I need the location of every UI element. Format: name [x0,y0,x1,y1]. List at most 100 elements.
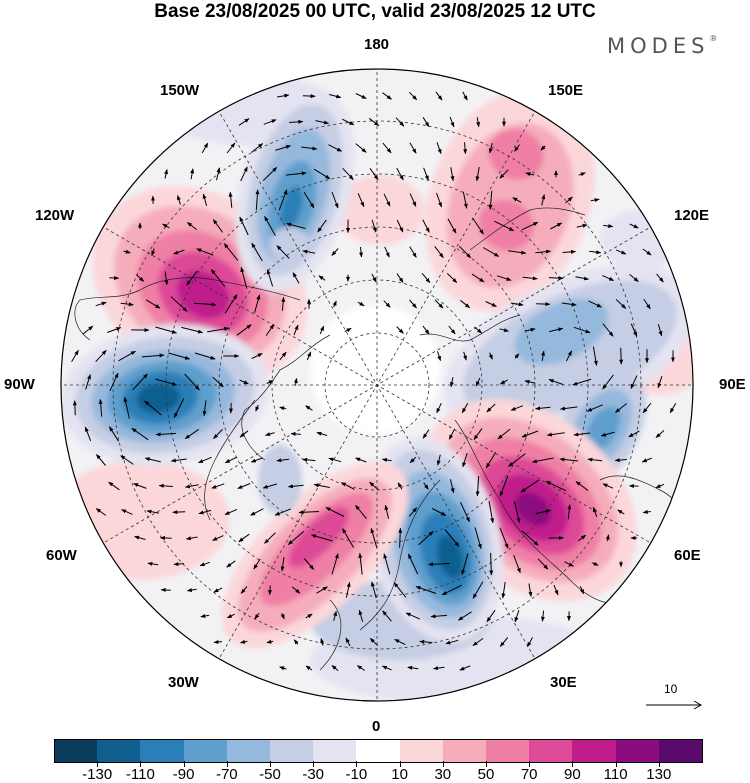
colorbar-label: -70 [215,766,238,783]
wind-vector [194,352,216,360]
wind-vector [590,198,600,203]
wind-vector [629,274,639,282]
wind-vector [396,219,404,233]
wind-vector [305,665,313,671]
wind-vector [449,116,455,128]
wind-vector [510,302,524,307]
wind-vector [573,326,591,334]
wind-vector [144,400,162,416]
wind-vector [276,245,290,259]
wind-vector [228,191,233,208]
wind-vector [560,406,578,411]
wind-vector [508,453,526,467]
wind-vector [357,193,365,208]
colorbar-swatch [442,739,487,763]
wind-vector [512,197,522,203]
wind-vector [186,270,198,286]
wind-vector [303,191,315,209]
wind-vector [384,504,390,519]
wind-vector [317,219,327,233]
wind-vector [199,561,211,567]
wind-vector [224,456,237,464]
wind-vector [95,508,107,516]
wind-vector [629,223,639,229]
wind-vector [262,483,277,489]
colorbar-swatch [658,739,703,763]
wind-vector [250,457,263,463]
wind-vector [216,167,221,181]
wind-vector [600,431,615,437]
wind-vector [448,428,456,440]
colorbar-swatch [97,739,141,763]
wind-vector [549,327,564,333]
wind-vector [461,402,469,414]
wind-vector [318,275,326,281]
wind-vector [306,351,312,361]
wind-vector [226,613,235,619]
wind-vector [642,402,652,414]
wind-vector [382,92,392,100]
wind-vector [173,562,185,567]
wind-vector [499,527,509,549]
wind-vector [394,638,406,646]
wind-vector [172,510,186,515]
wind-vector [95,301,107,307]
label-150e: 150E [548,82,584,99]
wind-vector [463,142,468,155]
wind-vector [236,324,252,336]
wind-vector [263,119,277,125]
wind-vector [548,379,564,385]
wind-vector [357,301,365,307]
wind-vector [251,353,263,359]
wind-vector [293,377,298,386]
wind-vector [369,637,379,647]
wind-vector [415,586,437,594]
colorbar-swatch [486,739,530,763]
wind-vector [253,558,261,570]
reference-vector-label: 10 [664,682,678,696]
wind-vector [331,248,339,256]
wind-vector [513,555,521,574]
wind-vector [476,117,481,128]
wind-vector [482,247,500,257]
wind-vector [212,376,224,388]
wind-vector [497,428,511,440]
map-border [60,68,694,702]
wind-vector [279,406,287,411]
wind-vector [522,276,538,281]
wind-vector [382,458,392,462]
colorbar-label: 30 [434,766,452,783]
colorbar-swatch [54,739,98,763]
wind-vector [281,296,286,311]
wind-vector [471,273,485,283]
wind-vector [160,587,171,592]
wind-vector [436,454,441,466]
colorbar-swatch [313,739,357,763]
wind-vector [576,223,588,228]
wind-vector [302,249,316,254]
wind-vector [250,143,264,153]
wind-vector [449,479,455,494]
wind-vector [398,527,403,548]
wind-vector [200,613,210,618]
wind-vector [409,246,417,258]
wind-vector [444,529,460,547]
wind-vector [345,637,351,647]
wind-vector [423,167,429,181]
wind-vector [213,587,223,593]
wind-vector [460,501,470,523]
colorbar-label: -110 [125,766,155,783]
wind-vector [95,349,107,363]
wind-vector [588,300,602,308]
wind-vector [441,584,463,596]
wind-vector [120,302,134,307]
wind-vector [501,581,506,599]
wind-vector [514,609,520,623]
wind-vector [170,296,188,312]
wind-vector [290,431,301,436]
wind-vector [499,328,509,332]
wind-vector [578,172,586,177]
wind-vector [254,294,261,314]
wind-vector [118,350,136,362]
wind-vector [185,536,198,541]
